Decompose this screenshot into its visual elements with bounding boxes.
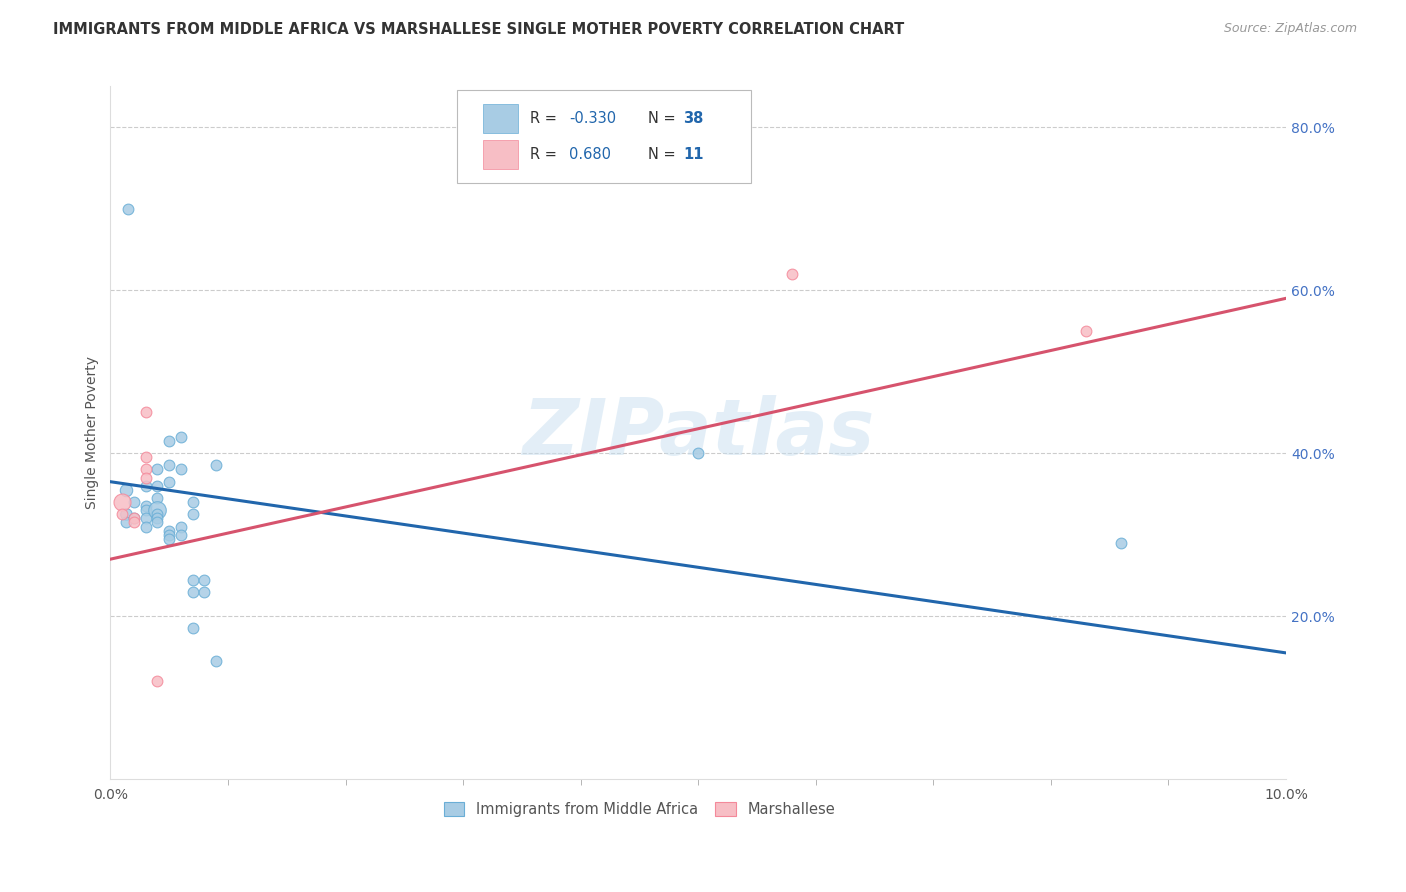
Point [170, 430, 193, 444]
Point [135, 503, 157, 517]
Point [117, 202, 139, 216]
Point [181, 495, 204, 509]
Point [181, 622, 204, 636]
Point [122, 495, 145, 509]
Point [1111, 536, 1133, 550]
Point [157, 524, 180, 538]
Point [157, 458, 180, 473]
Text: N =: N = [648, 111, 681, 126]
Point [146, 479, 169, 493]
Point [146, 674, 169, 689]
Point [135, 499, 157, 513]
Point [157, 434, 180, 448]
Point [114, 508, 136, 522]
Point [157, 532, 180, 546]
Point [170, 519, 193, 533]
Point [146, 516, 169, 530]
Text: IMMIGRANTS FROM MIDDLE AFRICA VS MARSHALLESE SINGLE MOTHER POVERTY CORRELATION C: IMMIGRANTS FROM MIDDLE AFRICA VS MARSHAL… [53, 22, 904, 37]
Text: R =: R = [530, 111, 561, 126]
Point [157, 527, 180, 541]
Point [111, 508, 134, 522]
Point [688, 446, 710, 460]
Point [181, 573, 204, 587]
Point [157, 475, 180, 489]
Point [780, 267, 803, 281]
Point [135, 450, 157, 465]
Point [135, 479, 157, 493]
Point [122, 511, 145, 525]
Point [181, 508, 204, 522]
Point [135, 470, 157, 484]
Point [170, 527, 193, 541]
Text: -0.330: -0.330 [569, 111, 616, 126]
Point [181, 584, 204, 599]
Text: ZIPatlas: ZIPatlas [522, 395, 875, 471]
Point [114, 483, 136, 497]
Point [146, 462, 169, 476]
Point [146, 503, 169, 517]
Legend: Immigrants from Middle Africa, Marshallese: Immigrants from Middle Africa, Marshalle… [436, 795, 842, 824]
Point [146, 508, 169, 522]
Point [193, 573, 215, 587]
FancyBboxPatch shape [457, 90, 751, 184]
Point [146, 511, 169, 525]
Point [135, 462, 157, 476]
Text: N =: N = [648, 147, 685, 162]
Text: 38: 38 [683, 111, 703, 126]
FancyBboxPatch shape [484, 103, 519, 133]
Point [111, 495, 134, 509]
Point [135, 519, 157, 533]
Point [205, 654, 228, 668]
Point [205, 458, 228, 473]
Text: Source: ZipAtlas.com: Source: ZipAtlas.com [1223, 22, 1357, 36]
Point [122, 516, 145, 530]
Point [135, 511, 157, 525]
Point [114, 516, 136, 530]
Text: 0.680: 0.680 [569, 147, 610, 162]
Point [135, 405, 157, 419]
Text: 11: 11 [683, 147, 703, 162]
Text: R =: R = [530, 147, 567, 162]
FancyBboxPatch shape [484, 140, 519, 169]
Point [193, 584, 215, 599]
Point [1076, 324, 1098, 338]
Y-axis label: Single Mother Poverty: Single Mother Poverty [86, 356, 100, 509]
Point [146, 491, 169, 505]
Point [170, 462, 193, 476]
Point [122, 511, 145, 525]
